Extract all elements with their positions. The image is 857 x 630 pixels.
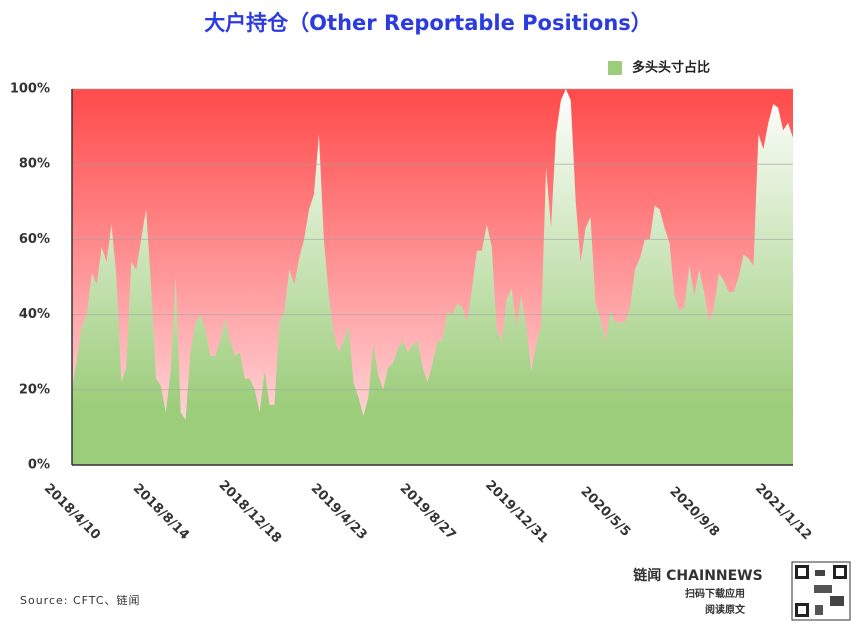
y-tick-label: 60% xyxy=(19,232,50,247)
qr-code xyxy=(791,561,851,621)
source: Source: CFTC、链闻 xyxy=(20,593,141,607)
y-tick-label: 0% xyxy=(28,458,50,473)
y-tick-label: 80% xyxy=(19,157,50,172)
x-tick-label: 2019/12/31 xyxy=(482,478,550,546)
y-tick-label: 40% xyxy=(19,307,50,322)
chart-title: 大户持仓（Other Reportable Positions） xyxy=(204,11,652,35)
x-tick-label: 2019/4/23 xyxy=(308,481,370,543)
brand-line: 扫码下载应用 xyxy=(685,587,745,600)
x-tick-label: 2020/9/8 xyxy=(666,484,722,540)
x-tick-label: 2018/4/10 xyxy=(41,481,103,543)
legend-label: 多头头寸占比 xyxy=(632,60,710,76)
y-tick-label: 100% xyxy=(10,82,50,97)
area xyxy=(72,89,793,465)
brand-logo: 链闻 CHAINNEWS xyxy=(633,567,762,584)
x-tick-label: 2019/8/27 xyxy=(397,481,459,543)
y-tick-label: 20% xyxy=(19,382,50,397)
brand-line: 阅读原文 xyxy=(705,603,746,616)
legend-swatch xyxy=(608,61,622,75)
x-tick-label: 2021/1/12 xyxy=(752,481,814,543)
x-tick-label: 2020/5/5 xyxy=(577,484,633,540)
x-tick-label: 2018/12/18 xyxy=(216,478,284,546)
x-tick-label: 2018/8/14 xyxy=(130,481,192,543)
